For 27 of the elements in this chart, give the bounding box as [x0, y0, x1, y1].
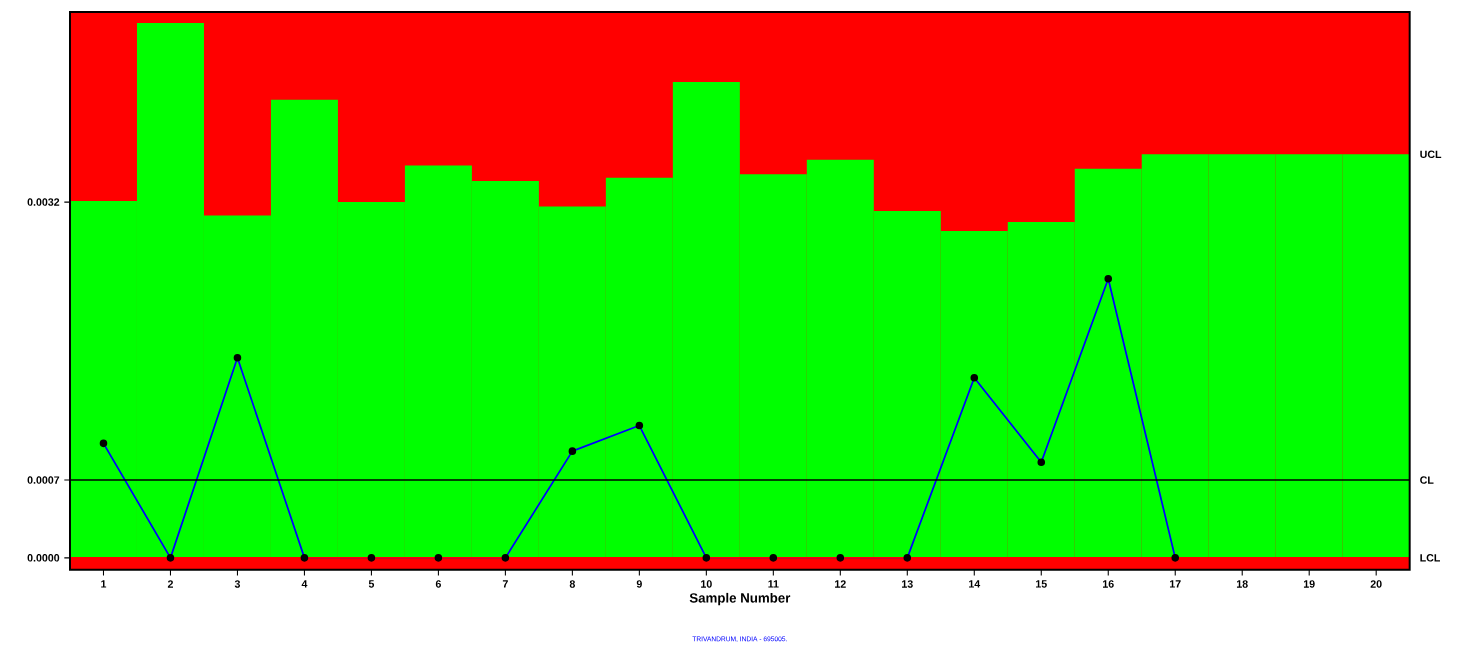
x-tick-label: 16 [1103, 580, 1114, 588]
x-tick-label: 9 [636, 580, 642, 588]
y-tick-label: 0.0000 [27, 554, 60, 562]
y-tick-label: 0.0007 [27, 476, 60, 484]
x-tick-label: 20 [1370, 580, 1382, 588]
x-tick-label: 14 [969, 580, 981, 588]
x-tick-label: 17 [1169, 580, 1181, 588]
x-axis-title: Sample Number [689, 592, 791, 606]
x-tick-label: 11 [768, 580, 779, 588]
y-tick-label: 0.0032 [27, 198, 60, 206]
x-tick-label: 3 [234, 580, 241, 588]
x-tick-label: 7 [502, 580, 508, 588]
x-tick-label: 8 [569, 580, 575, 588]
x-tick-label: 6 [435, 580, 441, 588]
x-tick-label: 12 [835, 580, 846, 588]
x-tick-label: 19 [1303, 580, 1315, 588]
x-tick-label: 5 [368, 580, 375, 588]
x-tick-label: 18 [1236, 580, 1248, 588]
x-tick-label: 2 [167, 580, 173, 588]
x-tick-label: 1 [101, 580, 107, 588]
x-tick-label: 4 [301, 580, 308, 588]
ref-line-label: CL [1420, 476, 1434, 484]
x-tick-label: 15 [1036, 580, 1047, 588]
text: UCL [1420, 150, 1442, 159]
x-tick-label: 13 [902, 580, 913, 588]
x-tick-label: 10 [701, 580, 712, 588]
ref-line-label: LCL [1420, 554, 1440, 562]
